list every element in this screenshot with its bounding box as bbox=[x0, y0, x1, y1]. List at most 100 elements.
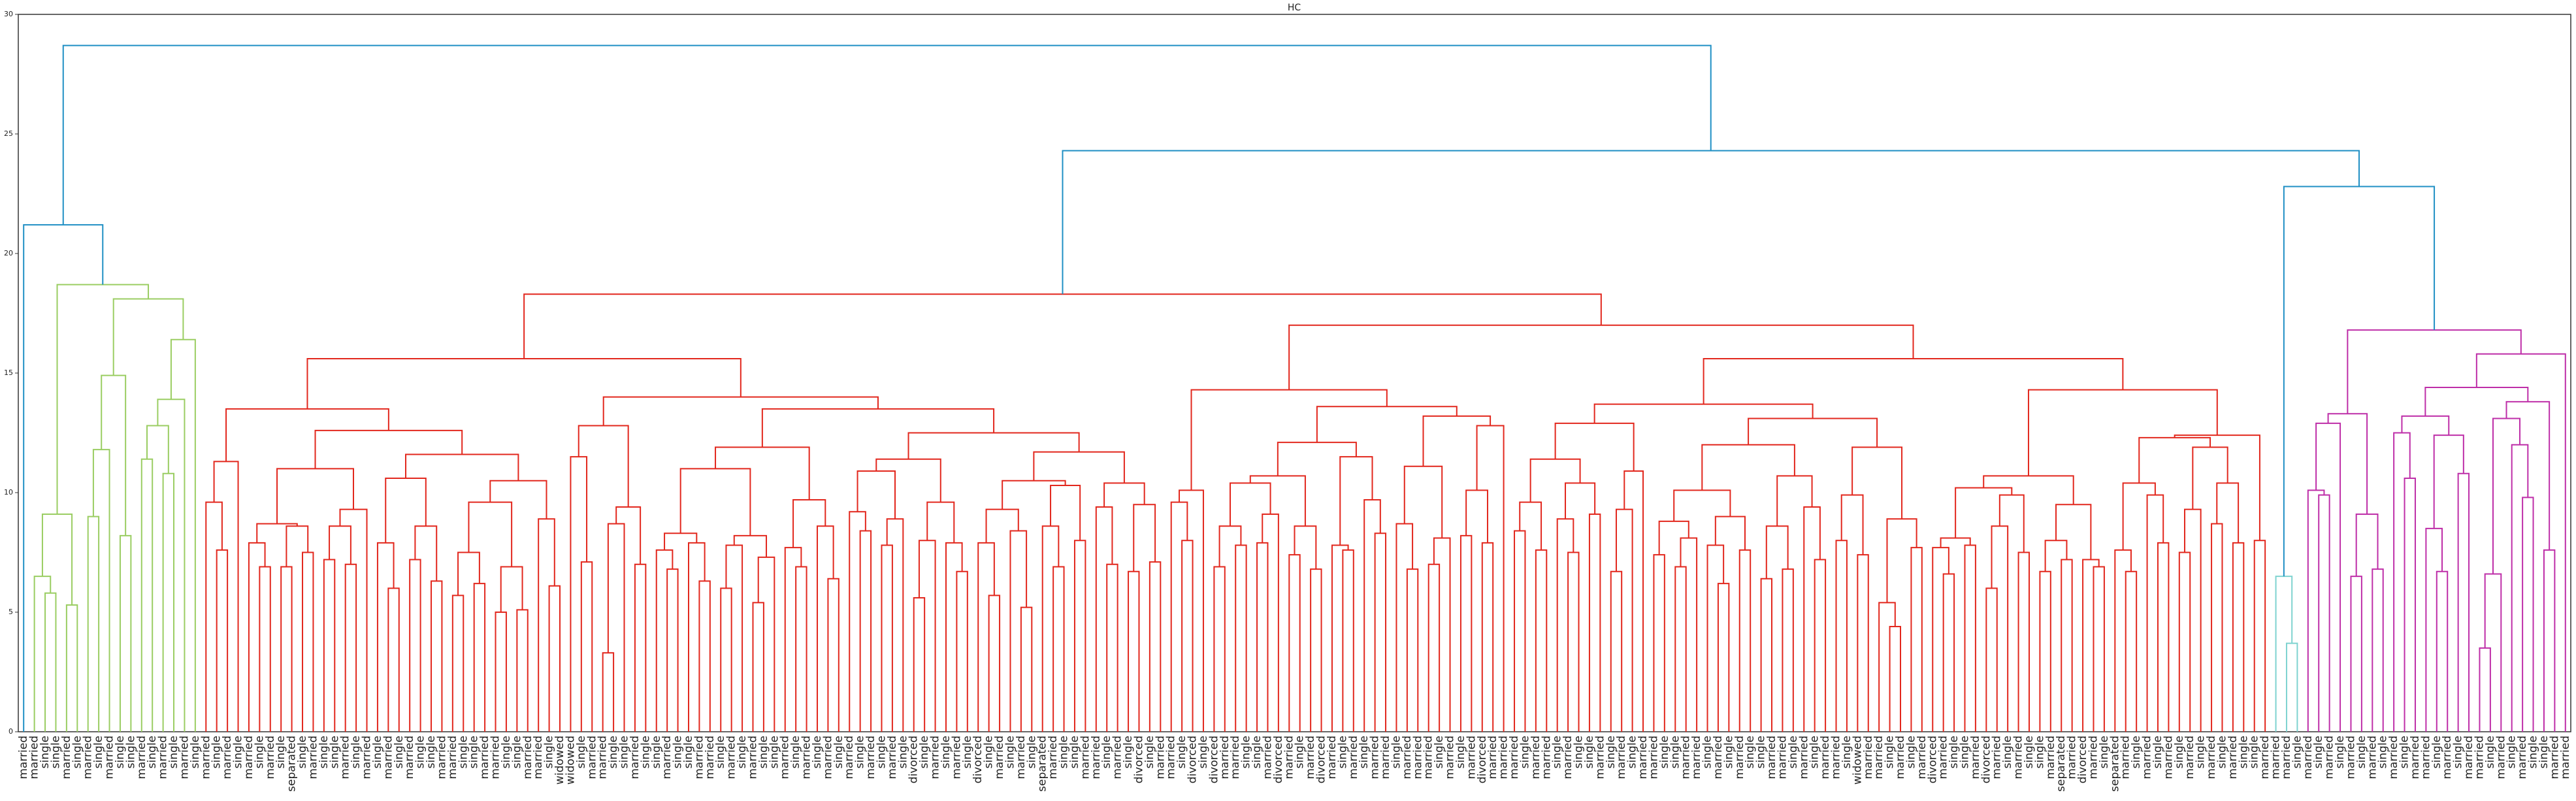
link bbox=[607, 523, 625, 732]
link bbox=[715, 446, 810, 500]
link bbox=[414, 525, 438, 581]
link bbox=[1465, 489, 1488, 543]
link bbox=[1395, 523, 1414, 732]
link bbox=[1765, 525, 1789, 579]
link bbox=[1179, 489, 1204, 732]
leaf-label: married bbox=[2366, 736, 2379, 779]
leaf-label: single bbox=[2334, 736, 2347, 768]
link bbox=[216, 549, 229, 732]
link bbox=[1294, 525, 1317, 570]
leaf-label: married bbox=[339, 736, 352, 779]
leaf-label: married bbox=[2119, 736, 2132, 779]
link bbox=[1288, 324, 1914, 390]
link bbox=[2307, 489, 2325, 732]
link bbox=[1738, 549, 1752, 732]
leaf-label: married bbox=[178, 736, 191, 779]
leaf-label: single bbox=[2527, 736, 2540, 768]
link bbox=[2211, 523, 2223, 732]
link bbox=[1213, 566, 1226, 732]
link bbox=[2484, 573, 2502, 732]
leaf-label: married bbox=[1593, 736, 1606, 779]
leaf-label: single bbox=[2098, 736, 2111, 768]
leaf-label: married bbox=[1637, 736, 1650, 779]
leaf-label: single bbox=[328, 736, 341, 768]
leaf-label: married bbox=[725, 736, 738, 779]
leaf-label: single bbox=[318, 736, 331, 768]
link bbox=[988, 595, 1001, 732]
link bbox=[2436, 570, 2449, 732]
link bbox=[1073, 540, 1086, 732]
link bbox=[2232, 542, 2245, 732]
link bbox=[1103, 482, 1145, 507]
leaf-label: widowed bbox=[564, 736, 577, 785]
leaf-label: single bbox=[618, 736, 631, 768]
leaf-label: married bbox=[242, 736, 255, 779]
leaf-label: married bbox=[1615, 736, 1628, 779]
leaf-label: single bbox=[639, 736, 652, 768]
link bbox=[2457, 472, 2470, 732]
link bbox=[2425, 527, 2443, 732]
link bbox=[323, 559, 336, 732]
leaf-label: single bbox=[167, 736, 180, 768]
leaf-label: single bbox=[1755, 736, 1768, 768]
link bbox=[23, 224, 104, 732]
link bbox=[2543, 549, 2556, 732]
leaf-label: married bbox=[17, 736, 30, 779]
link bbox=[1095, 506, 1113, 732]
link bbox=[725, 544, 743, 732]
leaf-label: single bbox=[1605, 736, 1618, 768]
leaf-label: married bbox=[1379, 736, 1392, 779]
link bbox=[2253, 540, 2266, 732]
link bbox=[1835, 540, 1848, 732]
leaf-label: married bbox=[596, 736, 610, 779]
leaf-label: single bbox=[714, 736, 727, 768]
link bbox=[2027, 389, 2218, 476]
link bbox=[385, 478, 427, 543]
link bbox=[225, 408, 389, 462]
link bbox=[1230, 482, 1271, 527]
link bbox=[1556, 518, 1574, 732]
leaf-label: married bbox=[2494, 736, 2507, 779]
link bbox=[2350, 576, 2362, 732]
link bbox=[44, 592, 57, 732]
leaf-label: married bbox=[1529, 736, 1542, 779]
link bbox=[259, 566, 271, 732]
link bbox=[795, 566, 807, 732]
leaf-label: married bbox=[264, 736, 277, 779]
link bbox=[977, 542, 995, 732]
leaf-label: single bbox=[1250, 736, 1264, 768]
leaf-label: married bbox=[1347, 736, 1360, 779]
link bbox=[570, 456, 588, 732]
link bbox=[2184, 508, 2202, 732]
chart-title: HC bbox=[1288, 3, 1301, 13]
link bbox=[1886, 518, 1917, 603]
link bbox=[827, 578, 840, 732]
leaf-label: widowed bbox=[1851, 736, 1864, 785]
leaf-label: single bbox=[1722, 736, 1735, 768]
leaf-label: single bbox=[2001, 736, 2014, 768]
link bbox=[314, 429, 463, 469]
leaf-label: single bbox=[607, 736, 620, 768]
leaf-label: married bbox=[1497, 736, 1510, 779]
leaf-label: single bbox=[1003, 736, 1017, 768]
link bbox=[87, 515, 100, 732]
link bbox=[162, 472, 175, 732]
leaf-label: married bbox=[403, 736, 416, 779]
link bbox=[1403, 465, 1443, 538]
plot-frame bbox=[18, 14, 2571, 732]
leaf-label: single bbox=[1701, 736, 1714, 768]
leaf-label: married bbox=[1111, 736, 1124, 779]
link bbox=[306, 358, 742, 409]
link bbox=[1288, 554, 1301, 732]
leaf-label: married bbox=[2323, 736, 2336, 779]
leaf-label: divorced bbox=[1207, 736, 1220, 783]
leaf-label: single bbox=[1518, 736, 1531, 768]
leaf-label: single bbox=[1626, 736, 1639, 768]
leaf-label: divorced bbox=[2076, 736, 2089, 783]
leaf-label: single bbox=[2194, 736, 2208, 768]
leaf-label: single bbox=[457, 736, 470, 768]
leaf-label: married bbox=[2087, 736, 2100, 779]
leaf-label: married bbox=[2141, 736, 2154, 779]
leaf-label: married bbox=[82, 736, 95, 779]
